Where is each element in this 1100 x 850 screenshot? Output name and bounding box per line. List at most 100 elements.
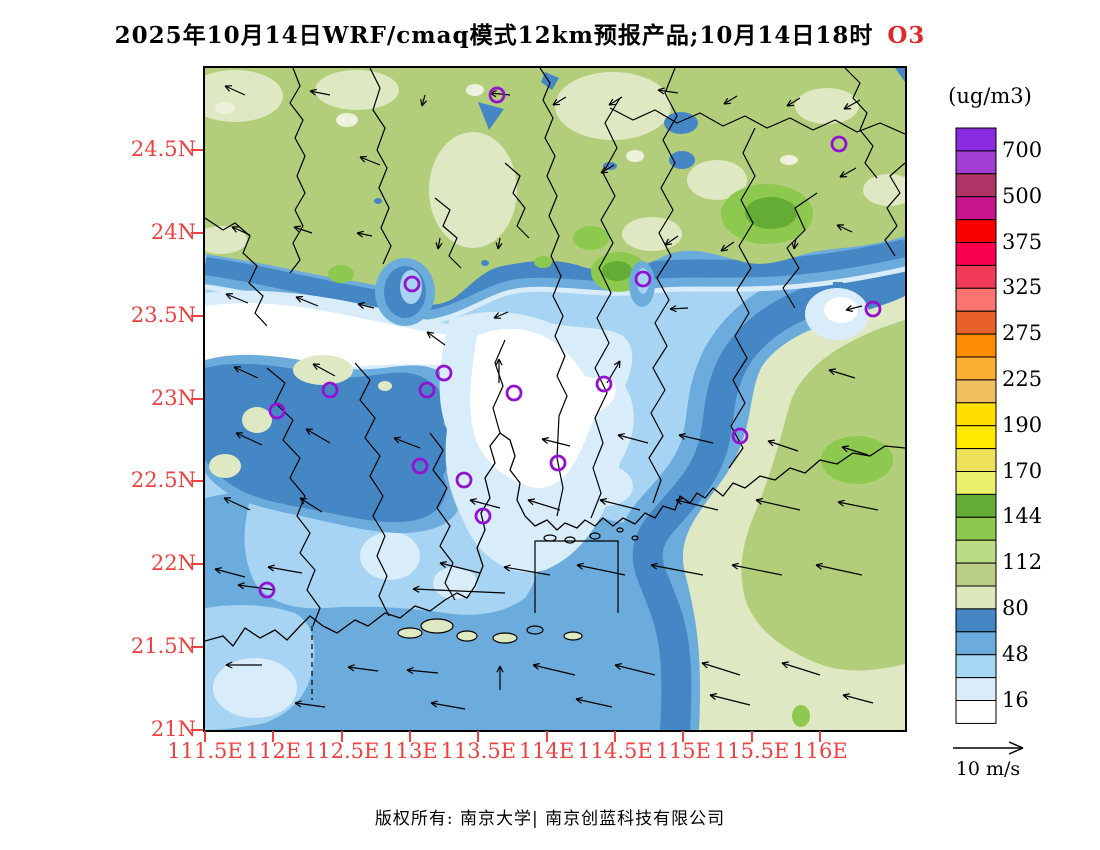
lat-label-23.5N: 23.5N [130, 302, 196, 327]
wind-arrow [435, 237, 443, 250]
wind-reference-label: 10 m/s [955, 758, 1021, 780]
wind-arrow [294, 700, 326, 708]
wind-arrow [312, 363, 336, 377]
wind-arrow [617, 433, 649, 444]
wind-arrow [678, 432, 714, 444]
wind-arrow [608, 96, 623, 106]
wind-arrow [614, 663, 656, 676]
lat-tick [191, 314, 203, 317]
lon-label-114E: 114E [518, 739, 575, 763]
wind-arrow [527, 498, 561, 511]
wind-vector-layer [214, 85, 879, 710]
wind-arrow [235, 432, 263, 446]
wind-arrow [223, 497, 251, 511]
wind-arrow [839, 167, 857, 178]
colorbar-cell [955, 539, 997, 564]
wind-arrow [541, 437, 571, 447]
station-marker [321, 381, 339, 399]
lat-label-24N: 24N [150, 219, 196, 244]
colorbar-cell [955, 471, 997, 495]
colorbar-cell [955, 585, 997, 610]
wind-arrow [357, 302, 375, 309]
wind-arrow [493, 311, 509, 319]
wind-arrow [786, 97, 801, 107]
wind-arrow [669, 305, 689, 313]
station-marker [435, 364, 453, 382]
wind-arrow [305, 428, 331, 444]
colorbar-cell [955, 700, 997, 724]
lat-tick [191, 149, 203, 151]
lon-label-114.5E: 114.5E [577, 739, 653, 763]
wind-arrow [356, 230, 373, 238]
colorbar-cell [955, 310, 997, 335]
station-marker [505, 384, 523, 402]
lon-label-112.5E: 112.5E [303, 739, 380, 763]
lon-label-112E: 112E [245, 739, 302, 763]
wind-arrow [843, 99, 861, 110]
colorbar-cell [955, 356, 997, 381]
colorbar-tick-144: 144 [1002, 504, 1043, 529]
wind-arrow [836, 224, 853, 233]
wind-arrow [828, 368, 856, 379]
colorbar-cell [955, 173, 997, 198]
wind-arrow [293, 225, 313, 234]
wind-arrow [755, 497, 801, 511]
colorbar-tick-225: 225 [1002, 366, 1043, 391]
colorbar-cell [955, 608, 997, 633]
wind-arrow [576, 562, 626, 576]
lon-tick [750, 731, 753, 742]
lat-tick [191, 480, 203, 483]
colorbar-tick-500: 500 [1002, 183, 1043, 208]
station-marker [488, 86, 506, 104]
wind-arrow [231, 226, 251, 236]
lon-tick [204, 731, 206, 742]
wind-arrow [767, 439, 799, 452]
lon-label-111.5E: 111.5E [167, 739, 243, 763]
lon-label-115E: 115E [655, 739, 711, 763]
copyright-footer: 版权所有: 南京大学| 南京创蓝科技有限公司 [374, 809, 726, 829]
colorbar-unit-label: (ug/m3) [948, 84, 1032, 108]
wind-arrow [495, 237, 503, 250]
colorbar-cell [955, 402, 997, 427]
lat-tick [191, 728, 203, 731]
wind-arrow [552, 96, 567, 106]
colorbar [955, 127, 997, 724]
lon-tick [545, 731, 548, 742]
islands [397, 618, 583, 644]
wind-arrow [675, 497, 719, 511]
station-marker [403, 275, 421, 293]
wind-arrow [664, 235, 679, 246]
wind-arrow [842, 693, 874, 704]
wind-arrow [575, 696, 613, 708]
station-marker [549, 454, 567, 472]
wind-arrow [496, 665, 504, 690]
title-text: 2025年10月14日WRF/cmaq模式12km预报产品;10月14日18时 [114, 22, 874, 49]
wind-arrow [503, 564, 551, 576]
wind-arrow [791, 237, 799, 250]
colorbar-cell [955, 287, 997, 312]
wind-arrow [225, 661, 262, 669]
colorbar-cell [955, 516, 997, 541]
station-marker [595, 375, 613, 393]
lon-label-113.5E: 113.5E [440, 739, 517, 763]
colorbar-tick-112: 112 [1002, 550, 1043, 575]
colorbar-cell [955, 242, 997, 266]
station-marker [418, 381, 436, 399]
station-marker [864, 300, 882, 318]
wind-arrow [845, 305, 863, 312]
islets [526, 527, 639, 635]
lat-tick [191, 563, 203, 566]
ozone-field [205, 68, 905, 730]
colorbar-tick-170: 170 [1002, 458, 1043, 483]
wind-arrow [781, 661, 821, 676]
wind-arrow [723, 95, 738, 105]
colorbar-tick-190: 190 [1002, 412, 1043, 437]
wind-arrow [469, 498, 501, 509]
wind-arrow [412, 585, 506, 594]
colorbar-cell [955, 264, 997, 289]
lat-label-22N: 22N [150, 551, 196, 576]
colorbar-cell [955, 654, 997, 679]
lon-tick [408, 731, 411, 742]
wind-arrow [214, 567, 246, 578]
